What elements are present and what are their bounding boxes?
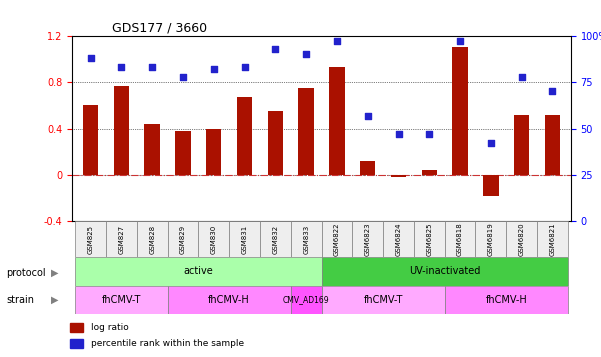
Text: active: active (183, 266, 213, 276)
Text: GSM6824: GSM6824 (395, 222, 401, 256)
FancyBboxPatch shape (506, 221, 537, 257)
Point (486, 141, 496, 146)
Point (301, 51, 311, 57)
Text: log ratio: log ratio (91, 323, 129, 332)
Text: GSM828: GSM828 (149, 225, 155, 254)
Bar (391, 175, 406, 177)
FancyBboxPatch shape (75, 221, 106, 257)
Point (394, 131, 403, 137)
Bar (545, 115, 560, 175)
FancyBboxPatch shape (537, 221, 568, 257)
Text: GSM825: GSM825 (88, 225, 94, 254)
FancyBboxPatch shape (322, 221, 352, 257)
Bar (206, 129, 221, 175)
Text: fhCMV-T: fhCMV-T (364, 295, 403, 305)
Text: GSM833: GSM833 (303, 225, 309, 254)
FancyBboxPatch shape (291, 286, 322, 314)
FancyBboxPatch shape (198, 221, 229, 257)
Bar (114, 86, 129, 175)
Point (424, 131, 434, 137)
Text: GSM830: GSM830 (211, 225, 217, 254)
Bar (329, 67, 344, 175)
FancyBboxPatch shape (475, 221, 506, 257)
Bar (483, 175, 499, 196)
Text: GSM832: GSM832 (272, 225, 278, 254)
Text: strain: strain (6, 295, 34, 305)
Point (270, 46, 280, 51)
Bar (299, 88, 314, 175)
Text: fhCMV-T: fhCMV-T (102, 295, 141, 305)
Text: percentile rank within the sample: percentile rank within the sample (91, 339, 244, 348)
FancyBboxPatch shape (168, 221, 198, 257)
Text: UV-inactivated: UV-inactivated (409, 266, 480, 276)
Text: GSM6821: GSM6821 (549, 222, 555, 256)
Bar (514, 115, 529, 175)
FancyBboxPatch shape (106, 221, 137, 257)
Text: GSM6825: GSM6825 (426, 222, 432, 256)
Point (517, 74, 526, 79)
Text: GSM6822: GSM6822 (334, 222, 340, 256)
Text: fhCMV-H: fhCMV-H (209, 295, 250, 305)
FancyBboxPatch shape (383, 221, 414, 257)
Bar (70, 323, 83, 332)
FancyBboxPatch shape (352, 221, 383, 257)
Bar (83, 105, 99, 175)
Point (117, 64, 126, 70)
Point (178, 74, 188, 79)
FancyBboxPatch shape (75, 286, 168, 314)
FancyBboxPatch shape (445, 221, 475, 257)
Bar (422, 170, 437, 175)
Point (456, 39, 465, 44)
Point (332, 39, 342, 44)
FancyBboxPatch shape (291, 221, 322, 257)
FancyBboxPatch shape (322, 286, 445, 314)
FancyBboxPatch shape (75, 257, 322, 286)
Text: ▶: ▶ (51, 295, 58, 305)
Text: GSM6819: GSM6819 (488, 222, 494, 256)
Point (147, 64, 157, 70)
FancyBboxPatch shape (137, 221, 168, 257)
Text: GSM6820: GSM6820 (519, 222, 525, 256)
FancyBboxPatch shape (168, 286, 291, 314)
Text: protocol: protocol (6, 268, 46, 278)
Bar (360, 161, 376, 175)
Bar (267, 111, 283, 175)
FancyBboxPatch shape (322, 257, 568, 286)
Text: fhCMV-H: fhCMV-H (486, 295, 527, 305)
Text: GDS177 / 3660: GDS177 / 3660 (112, 21, 207, 35)
FancyBboxPatch shape (229, 221, 260, 257)
Text: GSM831: GSM831 (242, 225, 248, 254)
FancyBboxPatch shape (445, 286, 568, 314)
Bar (453, 47, 468, 175)
Bar (175, 131, 191, 175)
FancyBboxPatch shape (414, 221, 445, 257)
Point (240, 64, 249, 70)
Text: ▶: ▶ (51, 268, 58, 278)
Bar (70, 339, 83, 348)
Point (363, 113, 373, 119)
Text: GSM829: GSM829 (180, 225, 186, 254)
FancyBboxPatch shape (260, 221, 291, 257)
Bar (144, 124, 160, 175)
Bar (237, 97, 252, 175)
Point (209, 66, 219, 72)
Point (86, 55, 96, 61)
Text: GSM6823: GSM6823 (365, 222, 371, 256)
Text: CMV_AD169: CMV_AD169 (283, 295, 329, 305)
Point (548, 89, 557, 94)
Text: GSM827: GSM827 (118, 225, 124, 254)
Text: GSM6818: GSM6818 (457, 222, 463, 256)
